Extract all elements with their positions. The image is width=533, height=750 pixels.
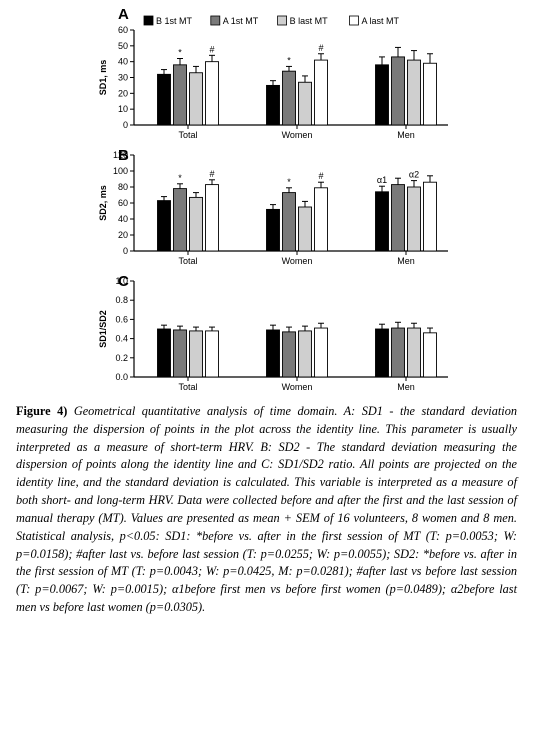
- svg-text:SD1, ms: SD1, ms: [98, 60, 108, 96]
- svg-text:80: 80: [118, 182, 128, 192]
- svg-text:20: 20: [118, 88, 128, 98]
- svg-text:10: 10: [118, 104, 128, 114]
- svg-text:0.6: 0.6: [115, 314, 128, 324]
- svg-text:A 1st MT: A 1st MT: [223, 16, 259, 26]
- svg-text:Total: Total: [178, 130, 197, 140]
- svg-text:SD1/SD2: SD1/SD2: [98, 310, 108, 348]
- svg-text:B last MT: B last MT: [290, 16, 329, 26]
- svg-text:Men: Men: [397, 382, 415, 392]
- chart-panel-a: A 0 10 20 30 40 50 60 SD1, ms * # Total * # Women Men B…: [14, 8, 519, 143]
- chart-svg-a: 0 10 20 30 40 50 60 SD1, ms * # Total * # Women Men B 1…: [94, 8, 454, 143]
- svg-text:*: *: [287, 177, 291, 187]
- chart-panel-c: C 0.00.20.40.60.81.0SD1/SD2TotalWomenMen: [14, 275, 519, 395]
- svg-text:60: 60: [118, 25, 128, 35]
- svg-text:#: #: [209, 169, 214, 179]
- panel-letter-c: C: [118, 273, 129, 290]
- svg-text:Women: Women: [282, 256, 313, 266]
- svg-text:Women: Women: [282, 382, 313, 392]
- svg-text:*: *: [178, 173, 182, 183]
- svg-text:Women: Women: [282, 130, 313, 140]
- svg-text:Men: Men: [397, 130, 415, 140]
- svg-text:0.8: 0.8: [115, 295, 128, 305]
- svg-text:0: 0: [123, 120, 128, 130]
- svg-text:A last MT: A last MT: [362, 16, 400, 26]
- chart-svg-c: 0.00.20.40.60.81.0SD1/SD2TotalWomenMen: [94, 275, 454, 395]
- chart-panel-b: B 020406080100120SD2, ms*#Total*#Womenα1…: [14, 149, 519, 269]
- svg-text:#: #: [318, 43, 323, 53]
- svg-text:α1: α1: [377, 175, 387, 185]
- panel-letter-a: A: [118, 6, 129, 23]
- svg-text:#: #: [209, 44, 214, 54]
- figure-caption: Figure 4) Geometrical quantitative analy…: [14, 403, 519, 617]
- svg-text:40: 40: [118, 214, 128, 224]
- figure-caption-body: Geometrical quantitative analysis of tim…: [16, 404, 517, 614]
- svg-text:0.2: 0.2: [115, 353, 128, 363]
- svg-text:100: 100: [113, 166, 128, 176]
- svg-text:40: 40: [118, 57, 128, 67]
- svg-text:30: 30: [118, 73, 128, 83]
- svg-text:0.0: 0.0: [115, 372, 128, 382]
- svg-text:α2: α2: [409, 170, 419, 180]
- svg-text:0: 0: [123, 246, 128, 256]
- svg-text:Total: Total: [178, 382, 197, 392]
- svg-text:Total: Total: [178, 256, 197, 266]
- figure-label: Figure 4): [16, 404, 67, 418]
- svg-text:0.4: 0.4: [115, 334, 128, 344]
- svg-text:50: 50: [118, 41, 128, 51]
- svg-text:*: *: [287, 55, 291, 65]
- chart-svg-b: 020406080100120SD2, ms*#Total*#Womenα1α2…: [94, 149, 454, 269]
- panel-letter-b: B: [118, 147, 129, 164]
- svg-text:B 1st MT: B 1st MT: [156, 16, 193, 26]
- svg-text:Men: Men: [397, 256, 415, 266]
- svg-text:SD2, ms: SD2, ms: [98, 185, 108, 221]
- svg-text:20: 20: [118, 230, 128, 240]
- svg-text:*: *: [178, 48, 182, 58]
- svg-text:#: #: [318, 171, 323, 181]
- svg-text:60: 60: [118, 198, 128, 208]
